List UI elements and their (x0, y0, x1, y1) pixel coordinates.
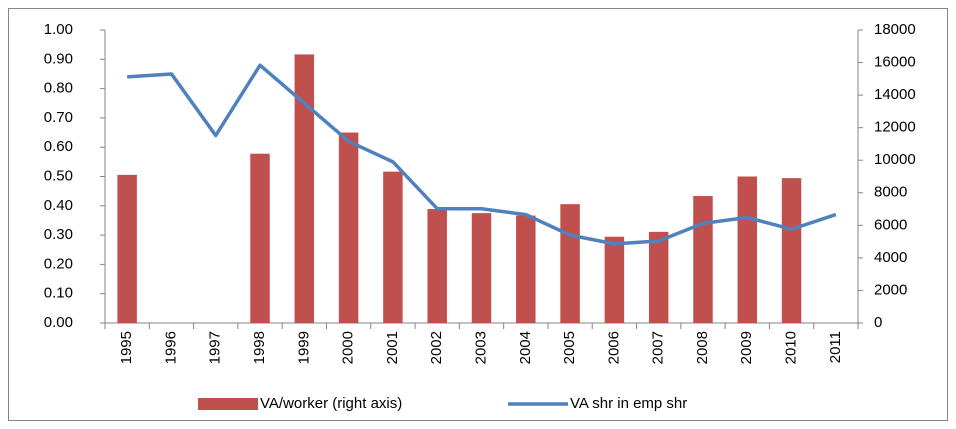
y2-tick-label: 6000 (874, 216, 907, 233)
x-tick-label: 2009 (738, 331, 755, 364)
bar (516, 215, 536, 323)
bar (427, 209, 447, 323)
x-tick-label: 2005 (561, 331, 578, 364)
y-tick-label: 0.50 (44, 167, 73, 184)
y-tick-label: 0.80 (44, 80, 73, 97)
y-tick-label: 0.90 (44, 50, 73, 67)
bar (338, 132, 359, 323)
y2-tick-label: 4000 (874, 249, 907, 266)
bar (560, 204, 580, 323)
y2-tick-label: 14000 (874, 86, 916, 103)
x-tick-label: 1998 (251, 331, 268, 364)
bar (294, 54, 315, 324)
y-tick-label: 0.20 (44, 255, 73, 272)
y-tick-label: 0.70 (44, 109, 73, 126)
bar (648, 231, 669, 323)
line (127, 63, 837, 246)
y2-tick-label: 12000 (874, 119, 916, 136)
x-tick-label: 1995 (118, 331, 135, 364)
y2-tick-label: 10000 (874, 151, 916, 168)
y2-tick-label: 8000 (874, 184, 907, 201)
y-tick-label: 1.00 (44, 21, 73, 38)
bar (471, 213, 492, 323)
x-tick-label: 2010 (783, 331, 800, 364)
x-tick-label: 1999 (295, 331, 312, 364)
y2-tick-label: 18000 (874, 21, 916, 38)
x-tick-label: 2008 (694, 331, 711, 364)
x-tick-label: 2004 (517, 331, 534, 364)
legend-label: VA shr in emp shr (570, 395, 687, 412)
y2-tick-label: 16000 (874, 54, 916, 71)
x-tick-label: 1996 (162, 331, 179, 364)
legend-label: VA/worker (right axis) (260, 395, 402, 412)
y-tick-label: 0.10 (44, 285, 73, 302)
x-tick-label: 2001 (384, 331, 401, 364)
bar (737, 176, 758, 323)
x-tick-label: 2002 (428, 331, 445, 364)
bar (693, 196, 713, 323)
x-tick-label: 2000 (340, 331, 357, 364)
y-tick-label: 0.30 (44, 226, 73, 243)
y-tick-label: 0.00 (44, 314, 73, 331)
x-tick-label: 2007 (650, 331, 667, 364)
y-tick-label: 0.60 (44, 138, 73, 155)
y2-tick-label: 2000 (874, 281, 907, 298)
legend-swatch (198, 398, 258, 410)
x-tick-label: 2006 (605, 331, 622, 364)
bar (383, 171, 403, 323)
bar (604, 236, 625, 323)
bar (250, 153, 270, 323)
bar (781, 178, 802, 323)
x-tick-label: 2011 (827, 331, 844, 363)
y-tick-label: 0.40 (44, 197, 73, 214)
x-tick-label: 2003 (472, 331, 489, 364)
x-tick-label: 1997 (207, 331, 224, 364)
bar (117, 174, 137, 323)
y2-tick-label: 0 (874, 314, 882, 331)
